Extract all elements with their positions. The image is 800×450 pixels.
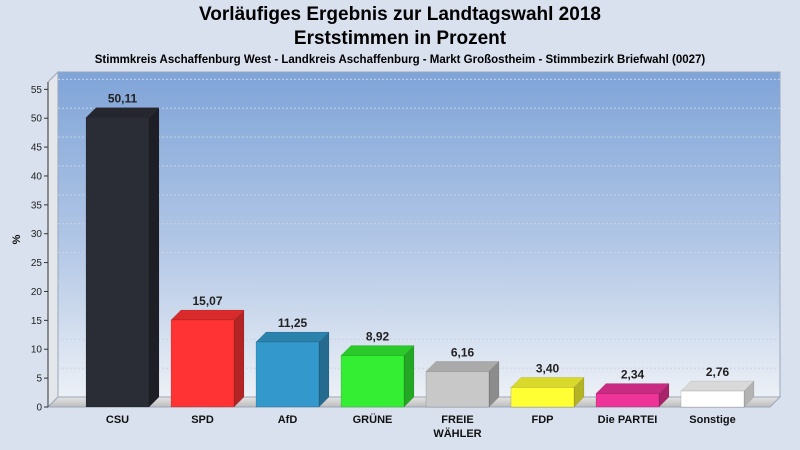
bar-side — [233, 309, 245, 408]
bar-top — [85, 107, 160, 118]
bar-front — [425, 371, 490, 408]
y-tick-label: 10 — [31, 345, 43, 356]
bar-side — [148, 106, 160, 408]
plot-back-wall — [57, 71, 781, 398]
bar-top — [510, 377, 585, 388]
category-label: FDP — [532, 414, 554, 426]
bar-grüne — [340, 344, 415, 408]
y-tick-label: 5 — [36, 374, 42, 385]
chart-district-caption: Stimmkreis Aschaffenburg West - Landkrei… — [94, 54, 706, 66]
value-label: 15,07 — [192, 294, 222, 308]
y-tick-label: 20 — [31, 287, 43, 298]
y-tick-label: 15 — [31, 316, 43, 327]
category-label: Die PARTEI — [598, 414, 658, 426]
bar-front — [85, 117, 150, 408]
bar-top — [680, 380, 755, 392]
value-label: 6,16 — [451, 345, 475, 359]
category-label: WÄHLER — [433, 427, 481, 440]
value-label: 8,92 — [366, 329, 390, 343]
value-label: 2,34 — [621, 367, 645, 381]
bar-front — [510, 387, 575, 408]
value-label: 2,76 — [706, 365, 730, 379]
bar-front — [680, 390, 745, 408]
bar-top — [340, 345, 415, 356]
category-label: Sonstige — [689, 414, 735, 426]
bar-front — [170, 319, 235, 408]
y-tick-label: 55 — [31, 85, 43, 96]
bar-top — [425, 361, 500, 372]
value-label: 11,25 — [278, 316, 308, 330]
chart-title: Vorläufiges Ergebnis zur Landtagswahl 20… — [199, 4, 601, 25]
y-axis-label: % — [11, 234, 23, 244]
bar-fdp — [510, 376, 585, 408]
category-label: SPD — [191, 414, 214, 426]
category-label: FREIE — [441, 414, 473, 426]
bar-side — [318, 331, 330, 408]
y-tick-label: 25 — [31, 258, 43, 269]
category-label: CSU — [106, 414, 129, 426]
value-label: 50,11 — [108, 92, 138, 106]
bar-top — [255, 331, 330, 343]
bar-front — [595, 393, 660, 408]
y-tick-label: 30 — [31, 229, 43, 240]
bar-freie-wähler — [425, 360, 500, 408]
bar-top — [595, 383, 670, 394]
bar-sonstige — [680, 380, 755, 408]
y-tick-label: 40 — [31, 171, 43, 182]
bar-front — [340, 355, 405, 408]
y-tick-label: 45 — [31, 143, 43, 154]
value-label: 3,40 — [536, 361, 560, 375]
bar-csu — [85, 106, 160, 408]
plot-side-wall — [47, 70, 59, 409]
y-tick-label: 0 — [36, 403, 42, 414]
bar-spd — [170, 309, 245, 408]
category-label: AfD — [278, 414, 298, 426]
bar-top — [170, 309, 245, 321]
y-tick-label: 50 — [31, 114, 43, 125]
y-tick-label: 35 — [31, 200, 43, 211]
bar-afd — [255, 331, 330, 408]
bar-die-partei — [595, 382, 670, 408]
bar-front — [255, 341, 320, 408]
bar-side — [403, 344, 415, 408]
category-label: GRÜNE — [353, 413, 393, 426]
chart-subtitle: Erststimmen in Prozent — [293, 28, 507, 49]
